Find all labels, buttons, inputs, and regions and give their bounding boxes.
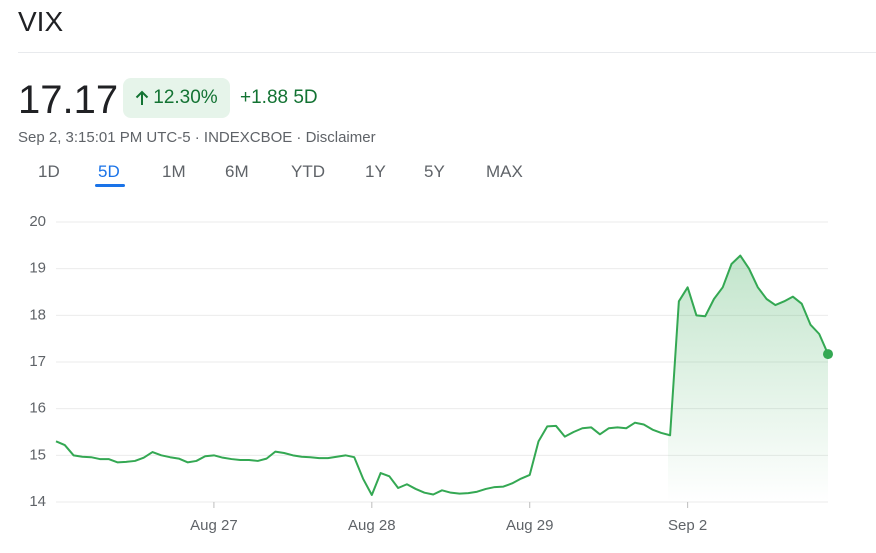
- x-tick-label: Aug 29: [506, 517, 554, 534]
- range-tab[interactable]: YTD: [291, 162, 325, 181]
- change-percent: 12.30%: [153, 87, 218, 108]
- x-tick-label: Sep 2: [668, 517, 707, 534]
- y-tick-label: 16: [29, 400, 46, 417]
- y-tick-label: 20: [29, 213, 46, 230]
- x-tick-label: Aug 28: [348, 517, 396, 534]
- active-underline: [95, 184, 125, 187]
- divider: [18, 52, 876, 53]
- change-period: 5D: [293, 87, 318, 108]
- y-tick-label: 15: [29, 446, 46, 463]
- y-tick-label: 17: [29, 353, 46, 370]
- range-tab[interactable]: 5Y: [424, 162, 445, 181]
- x-tick-label: Aug 27: [190, 517, 238, 534]
- title: VIX: [18, 6, 64, 37]
- timestamp: Sep 2, 3:15:01 PM UTC-5 · INDEXCBOE · Di…: [18, 129, 376, 146]
- y-tick-label: 18: [29, 306, 46, 323]
- range-tab[interactable]: 1D: [38, 162, 60, 181]
- line: [55, 254, 829, 496]
- change: +1.88 5D: [240, 87, 318, 109]
- end-point: [823, 349, 833, 360]
- y-tick-label: 19: [29, 260, 46, 277]
- range-tab[interactable]: 1M: [162, 162, 186, 181]
- price: 17.17: [18, 78, 119, 122]
- range-tab[interactable]: 1Y: [365, 162, 386, 181]
- y-tick-label: 14: [29, 493, 46, 510]
- range-tab[interactable]: 6M: [225, 162, 249, 181]
- area: [668, 255, 828, 502]
- change-value: +1.88: [240, 87, 289, 108]
- chart: 14 15 16 17 18 19 20 Aug 27 Aug 28 Aug 29 Sep 2: [29, 213, 833, 534]
- range-tab[interactable]: MAX: [486, 162, 523, 181]
- up-arrow: [136, 90, 149, 105]
- range-tab[interactable]: 5D: [98, 162, 120, 181]
- change-badge: 12.30%: [123, 78, 230, 118]
